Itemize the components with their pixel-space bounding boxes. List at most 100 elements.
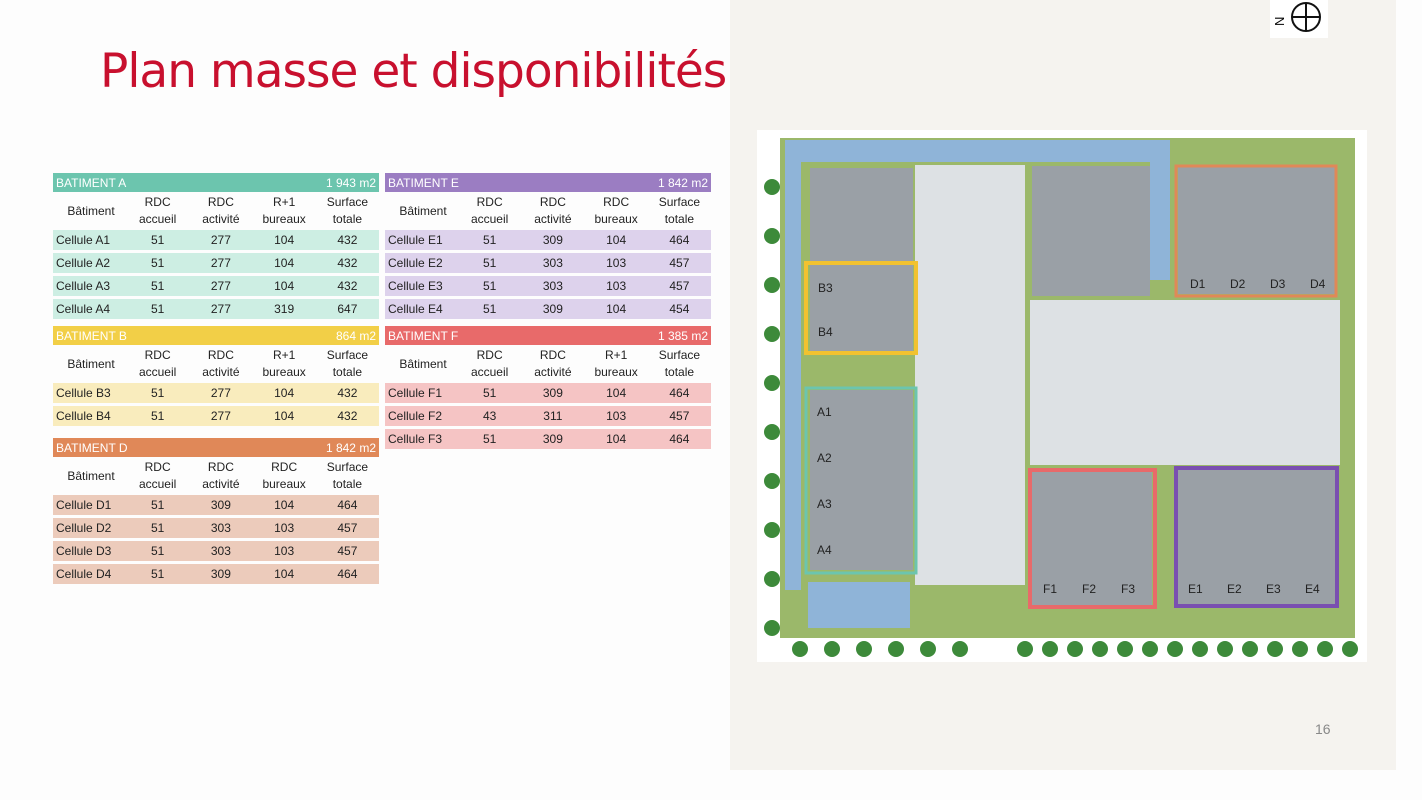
- column-headers: Bâtiment RDC accueil RDC activité R+1 burea…: [385, 345, 711, 383]
- column-headers: Bâtiment RDC accueil RDC activité R+1 burea…: [53, 345, 379, 383]
- table-cell: 309: [542, 432, 563, 446]
- water-channel: [785, 140, 1170, 162]
- table-cell: 51: [482, 256, 497, 270]
- table-row: Cellule D2 51 303 103 457: [53, 518, 379, 538]
- tree-icon: [764, 179, 780, 195]
- table-cell: 277: [210, 233, 231, 247]
- table-cell: 303: [210, 544, 231, 558]
- table-cell: 103: [606, 256, 627, 270]
- table-cell: 277: [210, 279, 231, 293]
- cell-label: D3: [1270, 277, 1286, 291]
- table-row: Cellule D3 51 303 103 457: [53, 541, 379, 561]
- table-cell: Cellule B4: [56, 409, 111, 423]
- table-cell: 104: [274, 233, 295, 247]
- tree-icon: [764, 522, 780, 538]
- table-cell: 309: [542, 386, 563, 400]
- building-d: [1178, 166, 1336, 294]
- column-header: R+1 bureaux: [262, 195, 306, 226]
- building-name: BATIMENT F: [388, 328, 459, 343]
- cell-label: E2: [1227, 582, 1242, 596]
- table-cell: 457: [337, 544, 358, 558]
- tree-icon: [1067, 641, 1083, 657]
- cell-label: B4: [818, 325, 833, 339]
- table-cell: 303: [542, 256, 563, 270]
- table-cell: 464: [669, 432, 690, 446]
- building-name: BATIMENT E: [388, 175, 459, 190]
- column-header: Surface totale: [658, 195, 701, 226]
- table-cell: Cellule E1: [388, 233, 443, 247]
- table-cell: 432: [337, 233, 358, 247]
- column-header: Bâtiment: [67, 356, 115, 371]
- column-header: RDC accueil: [470, 195, 509, 226]
- table-header: BATIMENT F 1 385 m2: [385, 326, 711, 345]
- table-cell: 51: [150, 302, 165, 316]
- table-cell: Cellule A4: [56, 302, 111, 316]
- table-cell: 432: [337, 386, 358, 400]
- building-total: 1 943 m2: [325, 175, 376, 190]
- compass: N: [1270, 0, 1328, 38]
- cell-label: A1: [817, 405, 832, 419]
- table-row: Cellule B4 51 277 104 432: [53, 406, 379, 426]
- table-cell: 464: [669, 233, 690, 247]
- cell-label: A3: [817, 497, 832, 511]
- table-cell: 51: [150, 386, 165, 400]
- table-batiment-e: BATIMENT E 1 842 m2 Bâtiment RDC accueil RDC…: [385, 173, 711, 322]
- outline-d: [1174, 164, 1338, 298]
- tree-icon: [1017, 641, 1033, 657]
- table-cell: 309: [542, 233, 563, 247]
- table-batiment-a: BATIMENT A 1 943 m2 Bâtiment RDC accueil RDC…: [53, 173, 379, 322]
- page-title: Plan masse et disponibilités: [100, 44, 727, 99]
- tree-icon: [1192, 641, 1208, 657]
- table-row: Cellule A3 51 277 104 432: [53, 276, 379, 296]
- outline-b: [804, 261, 918, 355]
- table-cell: 464: [337, 498, 358, 512]
- table-header: BATIMENT A 1 943 m2: [53, 173, 379, 192]
- cell-label: F2: [1082, 582, 1096, 596]
- table-cell: Cellule B3: [56, 386, 111, 400]
- parking-west: [915, 165, 1025, 585]
- column-headers: Bâtiment RDC accueil RDC activité RDC burea…: [385, 192, 711, 230]
- column-header: RDC activité: [202, 348, 240, 379]
- tree-icon: [824, 641, 840, 657]
- table-cell: 51: [150, 521, 165, 535]
- column-header: RDC activité: [534, 195, 572, 226]
- tree-icon: [1092, 641, 1108, 657]
- column-header: RDC accueil: [138, 195, 177, 226]
- table-cell: Cellule D1: [56, 498, 112, 512]
- table-cell: 457: [337, 521, 358, 535]
- column-header: Surface totale: [326, 195, 369, 226]
- table-cell: 104: [606, 432, 627, 446]
- column-header: R+1 bureaux: [262, 348, 306, 379]
- table-row: Cellule A1 51 277 104 432: [53, 230, 379, 250]
- outline-f: [1028, 468, 1157, 609]
- table-cell: Cellule A3: [56, 279, 111, 293]
- table-cell: Cellule A2: [56, 256, 111, 270]
- page-number: 16: [1315, 721, 1331, 737]
- tree-icon: [764, 326, 780, 342]
- cell-label: A2: [817, 451, 832, 465]
- table-cell: 103: [606, 279, 627, 293]
- table-cell: Cellule A1: [56, 233, 111, 247]
- building-name: BATIMENT D: [56, 440, 128, 455]
- tree-icon: [764, 228, 780, 244]
- table-cell: 104: [274, 386, 295, 400]
- table-cell: 303: [542, 279, 563, 293]
- column-headers: Bâtiment RDC accueil RDC activité RDC burea…: [53, 457, 379, 495]
- table-cell: 103: [606, 409, 627, 423]
- table-cell: 277: [210, 386, 231, 400]
- column-header: RDC activité: [202, 460, 240, 491]
- parking-center: [1030, 300, 1340, 465]
- tree-icon: [764, 620, 780, 636]
- tree-icon: [764, 277, 780, 293]
- tree-icon: [764, 473, 780, 489]
- table-batiment-f: BATIMENT F 1 385 m2 Bâtiment RDC accueil RDC…: [385, 326, 711, 452]
- table-cell: 457: [669, 256, 690, 270]
- table-cell: 311: [543, 409, 563, 423]
- tree-icon: [952, 641, 968, 657]
- table-cell: Cellule E2: [388, 256, 443, 270]
- table-cell: 51: [150, 498, 165, 512]
- column-header: Surface totale: [326, 348, 369, 379]
- table-cell: 464: [669, 386, 690, 400]
- building-total: 1 385 m2: [657, 328, 708, 343]
- column-header: Surface totale: [658, 348, 701, 379]
